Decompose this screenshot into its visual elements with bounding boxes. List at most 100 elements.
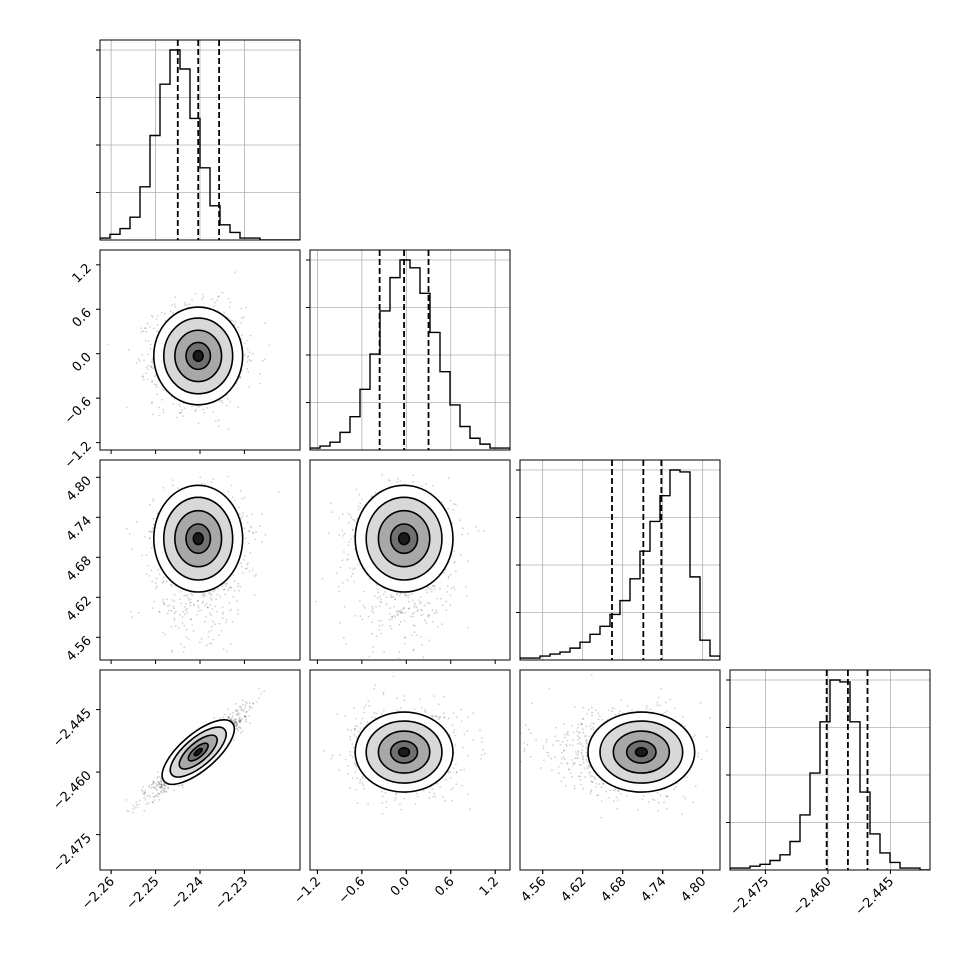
sample-point — [249, 334, 252, 337]
sample-point — [151, 367, 154, 370]
sample-point — [181, 621, 184, 624]
sample-point — [155, 782, 158, 785]
sample-point — [173, 303, 176, 306]
sample-point — [183, 606, 186, 608]
sample-point — [399, 480, 402, 482]
sample-point — [162, 486, 165, 489]
sample-point — [222, 588, 225, 591]
sample-point — [170, 609, 173, 612]
sample-point — [216, 594, 219, 596]
sample-point — [182, 610, 185, 613]
sample-point — [171, 649, 173, 652]
sample-point — [151, 360, 154, 362]
sample-point — [371, 607, 374, 610]
sample-point — [230, 319, 233, 322]
sample-point — [237, 506, 240, 509]
sample-point — [249, 525, 252, 528]
sample-point — [162, 601, 165, 604]
sample-point — [150, 531, 153, 534]
sample-point — [153, 383, 156, 386]
sample-point — [428, 639, 431, 642]
sample-point — [156, 771, 159, 773]
sample-point — [225, 585, 228, 587]
sample-point — [203, 593, 206, 596]
sample-point — [167, 786, 170, 789]
sample-point — [380, 601, 383, 604]
sample-point — [219, 595, 222, 598]
sample-point — [151, 792, 154, 795]
sample-point — [186, 608, 189, 610]
sample-point — [343, 551, 345, 553]
sample-point — [179, 411, 182, 414]
sample-point — [412, 599, 414, 602]
sample-point — [183, 594, 186, 597]
sample-point — [211, 608, 214, 610]
sample-point — [157, 568, 160, 571]
sample-point — [217, 419, 220, 421]
sample-point — [218, 634, 220, 637]
sample-point — [146, 378, 149, 381]
sample-point — [163, 789, 165, 792]
sample-point — [452, 509, 454, 511]
histogram-0 — [100, 49, 300, 240]
sample-point — [246, 348, 249, 350]
sample-point — [221, 606, 224, 609]
sample-point — [199, 476, 202, 479]
sample-point — [142, 330, 145, 333]
sample-point — [251, 568, 254, 571]
sample-point — [147, 364, 149, 367]
sample-point — [232, 573, 235, 576]
sample-point — [151, 581, 154, 583]
sample-point — [376, 597, 379, 599]
sample-point — [371, 605, 373, 608]
sample-point — [446, 591, 448, 593]
sample-point — [226, 583, 228, 585]
sample-point — [176, 487, 179, 489]
sample-point — [166, 612, 169, 615]
sample-point — [163, 784, 166, 786]
sample-point — [201, 602, 204, 605]
sample-point — [244, 555, 246, 557]
sample-point — [164, 784, 167, 787]
sample-point — [371, 621, 373, 624]
sample-point — [231, 496, 234, 499]
sample-point — [150, 546, 153, 549]
sample-point — [179, 590, 182, 593]
sample-point — [394, 598, 397, 600]
sample-point — [227, 428, 230, 431]
sample-point — [371, 651, 374, 653]
sample-point — [210, 592, 212, 595]
sample-point — [235, 713, 238, 716]
sample-point — [412, 648, 415, 651]
sample-point — [237, 712, 240, 714]
sample-point — [357, 563, 360, 566]
sample-point — [342, 581, 344, 584]
sample-point — [194, 410, 197, 413]
sample-point — [400, 612, 403, 614]
sample-point — [234, 271, 236, 273]
sample-point — [423, 604, 426, 607]
sample-point — [264, 358, 266, 361]
sample-point — [233, 589, 236, 592]
sample-point — [441, 623, 443, 626]
y-tick-label: 4.56 — [64, 634, 95, 665]
sample-point — [173, 600, 176, 602]
sample-point — [191, 623, 194, 626]
sample-point — [335, 572, 338, 575]
sample-point — [141, 354, 144, 356]
sample-point — [222, 648, 225, 651]
sample-point — [233, 499, 236, 501]
sample-point — [189, 618, 192, 621]
sample-point — [218, 622, 221, 625]
sample-point — [240, 562, 242, 565]
sample-point — [218, 400, 221, 402]
panel-3-0: −2.475−2.460−2.445−2.26 −2.25 −2.24 −2.23 — [50, 669, 301, 913]
sample-point — [241, 334, 243, 337]
sample-point — [246, 360, 249, 363]
sample-point — [150, 366, 153, 369]
sample-point — [434, 585, 436, 588]
sample-point — [226, 650, 228, 653]
sample-point — [240, 489, 242, 492]
sample-point — [180, 411, 183, 414]
sample-point — [412, 474, 415, 477]
